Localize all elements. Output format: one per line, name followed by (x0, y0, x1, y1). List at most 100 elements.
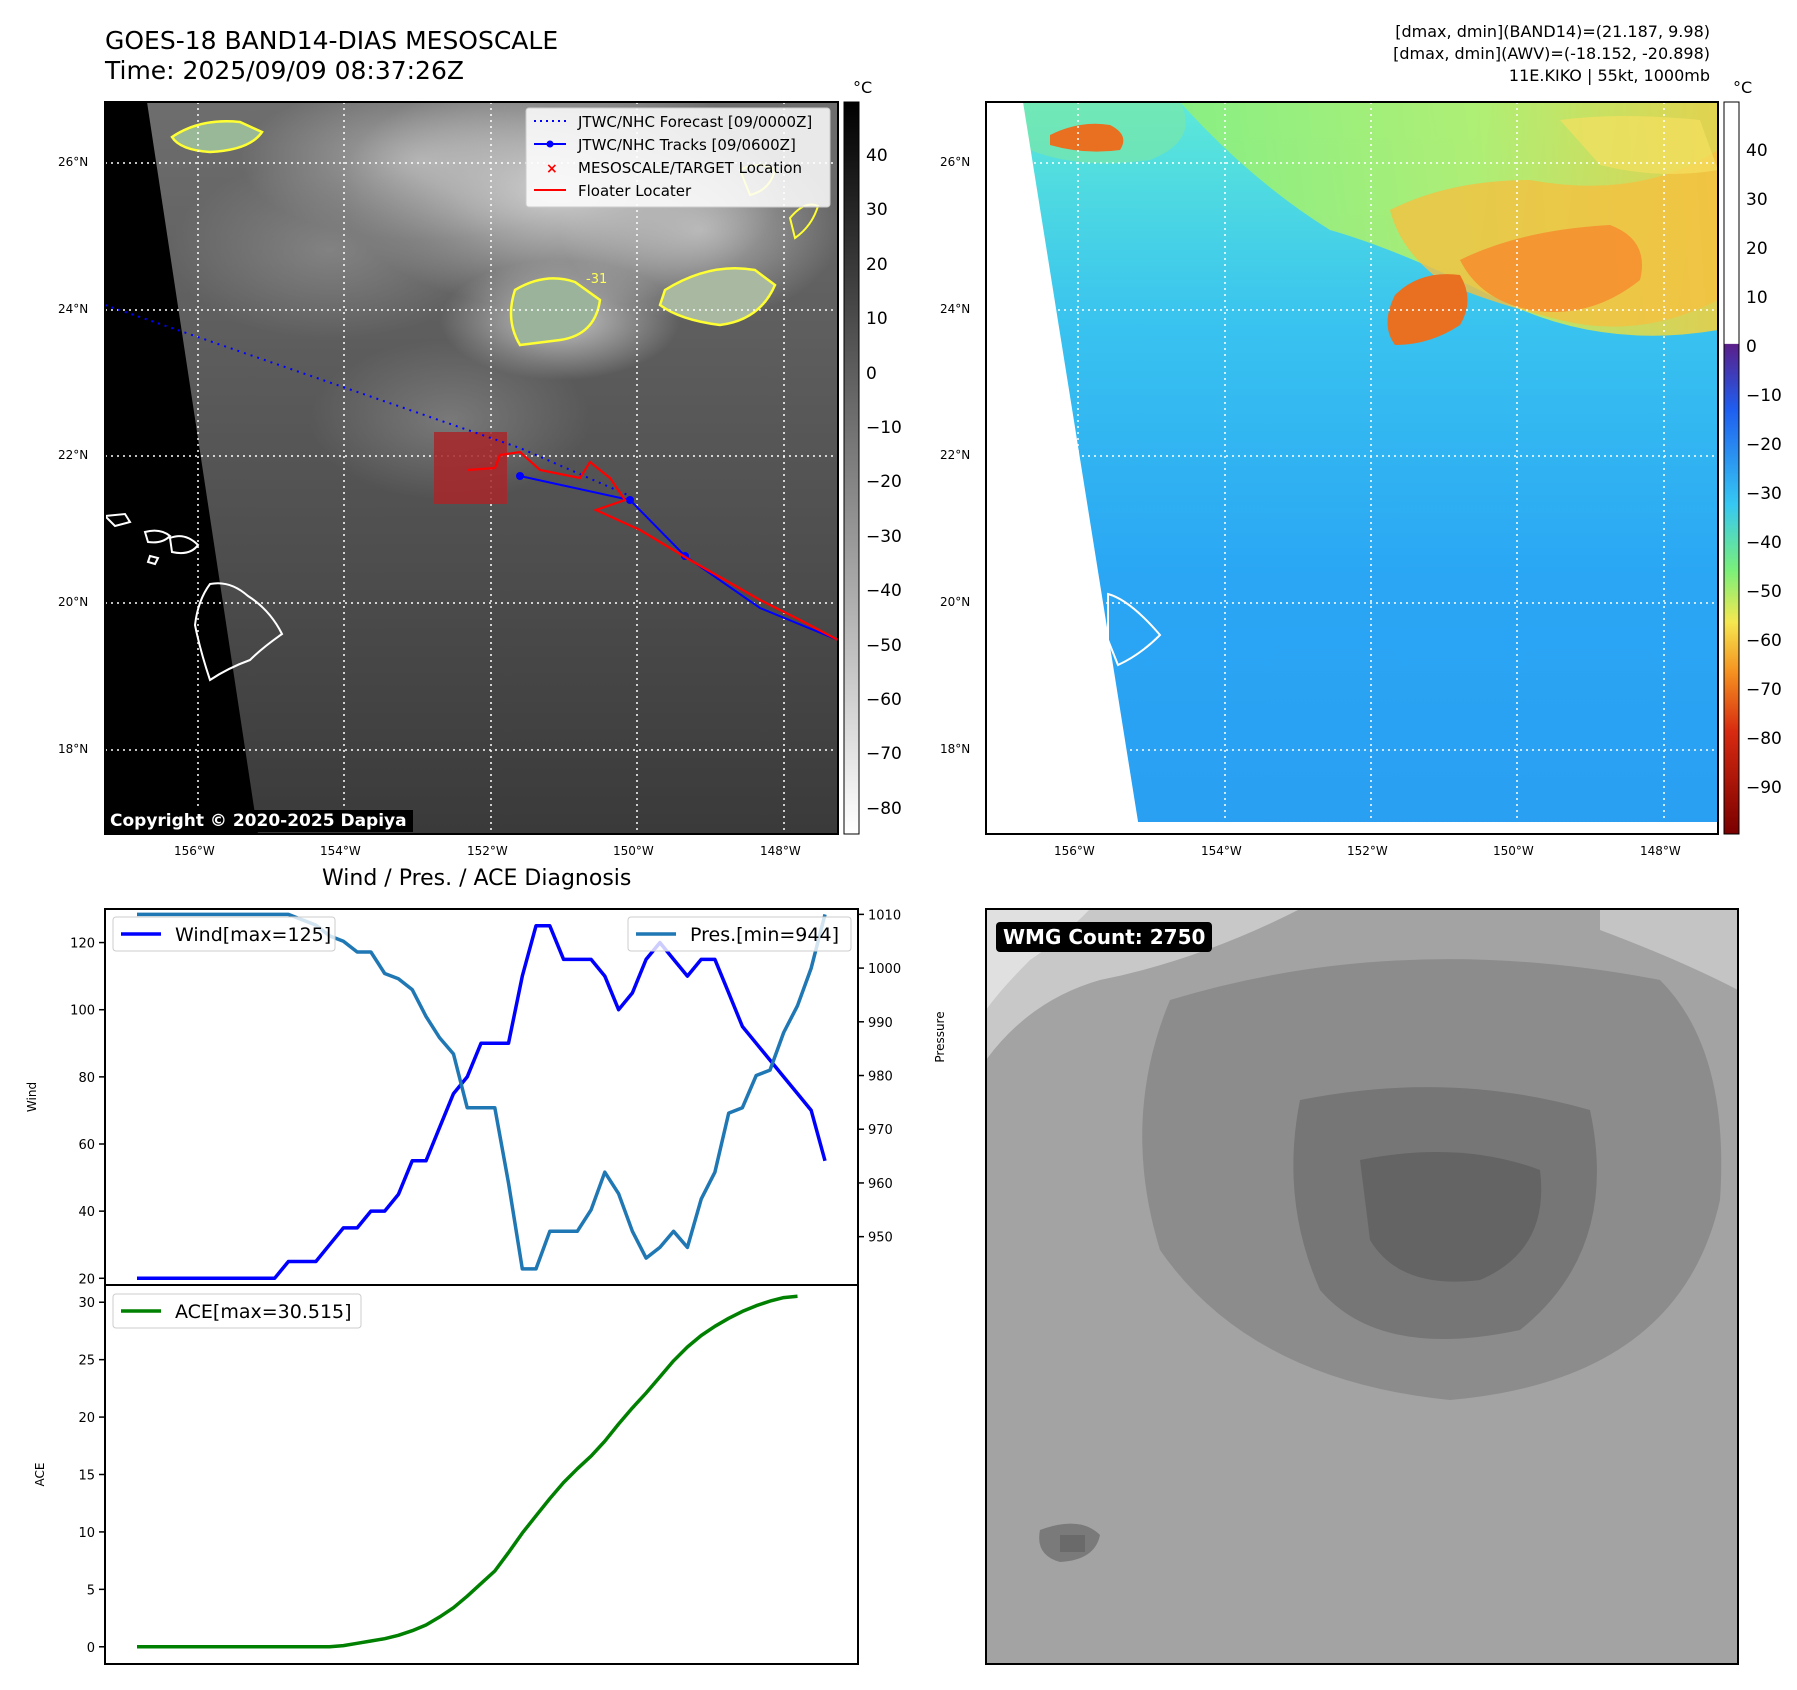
legend-target-label: MESOSCALE/TARGET Location (578, 159, 803, 177)
legend-forecast-label: JTWC/NHC Forecast [09/0000Z] (578, 113, 813, 131)
awv-colorbar-tick: −50 (1746, 582, 1782, 602)
pressure-tick-label: 990 (868, 1016, 893, 1031)
ir-lat-label: 20°N (58, 595, 89, 609)
ir-lon-label: 152°W (467, 844, 508, 858)
awv-colorbar-tick: −10 (1746, 386, 1782, 406)
awv-lon-label: 154°W (1201, 844, 1242, 858)
awv-colorbar-tick: −80 (1746, 729, 1782, 749)
pressure-tick-label: 1000 (868, 962, 901, 977)
wind-series-line (137, 924, 827, 1281)
gray-colorbar-unit: °C (853, 78, 873, 97)
awv-colorbar-tick: −90 (1746, 778, 1782, 798)
gray-colorbar-tick: −30 (866, 527, 902, 547)
gray-colorbar-tick: 30 (866, 200, 888, 220)
awv-colorbar-tick: −20 (1746, 435, 1782, 455)
ir-lon-label: 156°W (174, 844, 215, 858)
wmg-imagery (986, 909, 1738, 1664)
ir-lat-label: 22°N (58, 448, 89, 462)
awv-lat-label: 22°N (940, 448, 971, 462)
ace-tick-label: 30 (78, 1296, 95, 1311)
ace-tick-label: 0 (87, 1641, 95, 1656)
pressure-tick-label: 960 (868, 1177, 893, 1192)
awv-range-text: [dmax, dmin](AWV)=(-18.152, -20.898) (1393, 44, 1710, 63)
floater-locater (467, 450, 838, 641)
ir-lat-label: 26°N (58, 155, 89, 169)
wind-axis-label: Wind (25, 1082, 39, 1112)
awv-imagery (986, 102, 1718, 834)
awv-colorbar-tick: 10 (1746, 288, 1768, 308)
awv-colorbar (1723, 101, 1740, 835)
ace-axis-label: ACE (33, 1463, 47, 1487)
ace-series-line (137, 1294, 798, 1649)
wind-tick-label: 40 (78, 1205, 95, 1220)
pressure-axis-label: Pressure (933, 1011, 947, 1062)
ir-lon-label: 150°W (613, 844, 654, 858)
ace-tick-label: 15 (78, 1469, 95, 1484)
pressure-tick-label: 950 (868, 1231, 893, 1246)
ir-lat-label: 18°N (58, 742, 89, 756)
gray-colorbar-tick: 0 (866, 364, 877, 384)
gray-colorbar (843, 101, 860, 835)
map-legend: × (525, 107, 831, 208)
wind-tick-label: 80 (78, 1071, 95, 1086)
gray-colorbar-tick: −50 (866, 636, 902, 656)
awv-lat-label: 24°N (940, 302, 971, 316)
pressure-series-line (137, 912, 827, 1271)
awv-colorbar-tick: −70 (1746, 680, 1782, 700)
gray-colorbar-tick: 40 (866, 146, 888, 166)
legend-tracks-label: JTWC/NHC Tracks [09/0600Z] (578, 136, 796, 154)
gray-colorbar-tick: 20 (866, 255, 888, 275)
pressure-legend-label: Pres.[min=944] (690, 924, 839, 946)
gray-colorbar-tick: −20 (866, 472, 902, 492)
wind-tick-label: 20 (78, 1272, 95, 1287)
diagnosis-title: Wind / Pres. / ACE Diagnosis (322, 866, 632, 891)
ir-lon-label: 154°W (320, 844, 361, 858)
awv-colorbar-tick: 20 (1746, 239, 1768, 259)
wind-legend-label: Wind[max=125] (175, 924, 331, 946)
wmg-count-badge: WMG Count: 2750 (996, 922, 1213, 952)
awv-lat-label: 26°N (940, 155, 971, 169)
pressure-legend-box (627, 916, 852, 952)
ace-legend-label: ACE[max=30.515] (175, 1301, 352, 1323)
pressure-tick-label: 980 (868, 1070, 893, 1085)
awv-lat-label: 18°N (940, 742, 971, 756)
ace-tick-label: 5 (87, 1583, 95, 1598)
awv-colorbar-tick: 30 (1746, 190, 1768, 210)
ir-imagery (105, 102, 838, 834)
gray-colorbar-tick: 10 (866, 309, 888, 329)
ace-tick-label: 10 (78, 1526, 95, 1541)
awv-colorbar-tick: −30 (1746, 484, 1782, 504)
copyright-badge: Copyright © 2020-2025 Dapiya (104, 810, 413, 832)
ace-legend-box (112, 1293, 362, 1329)
wind-tick-label: 120 (70, 937, 95, 952)
wind-pressure-frame (104, 908, 859, 1286)
awv-colorbar-tick: 0 (1746, 337, 1757, 357)
awv-colorbar-tick: −40 (1746, 533, 1782, 553)
awv-colorbar-unit: °C (1733, 78, 1753, 97)
awv-colorbar-tick: −60 (1746, 631, 1782, 651)
pressure-tick-label: 970 (868, 1123, 893, 1138)
wind-tick-label: 100 (70, 1004, 95, 1019)
figure-title: GOES-18 BAND14-DIAS MESOSCALE (105, 26, 559, 55)
ir-lat-label: 24°N (58, 302, 89, 316)
wind-legend-box (112, 916, 336, 952)
awv-lat-label: 20°N (940, 595, 971, 609)
gray-colorbar-tick: −80 (866, 799, 902, 819)
contour-label: -31 (586, 272, 608, 287)
ace-frame (104, 1284, 859, 1665)
figure-time: Time: 2025/09/09 08:37:26Z (105, 56, 464, 85)
awv-lon-label: 148°W (1640, 844, 1681, 858)
awv-colorbar-tick: 40 (1746, 141, 1768, 161)
awv-lon-label: 152°W (1347, 844, 1388, 858)
ace-tick-label: 20 (78, 1411, 95, 1426)
ir-lon-label: 148°W (760, 844, 801, 858)
gray-colorbar-tick: −40 (866, 581, 902, 601)
storm-info-text: 11E.KIKO | 55kt, 1000mb (1508, 66, 1710, 85)
ace-tick-label: 25 (78, 1354, 95, 1369)
gray-colorbar-tick: −70 (866, 744, 902, 764)
awv-lon-label: 150°W (1493, 844, 1534, 858)
gray-colorbar-tick: −10 (866, 418, 902, 438)
gray-colorbar-tick: −60 (866, 690, 902, 710)
